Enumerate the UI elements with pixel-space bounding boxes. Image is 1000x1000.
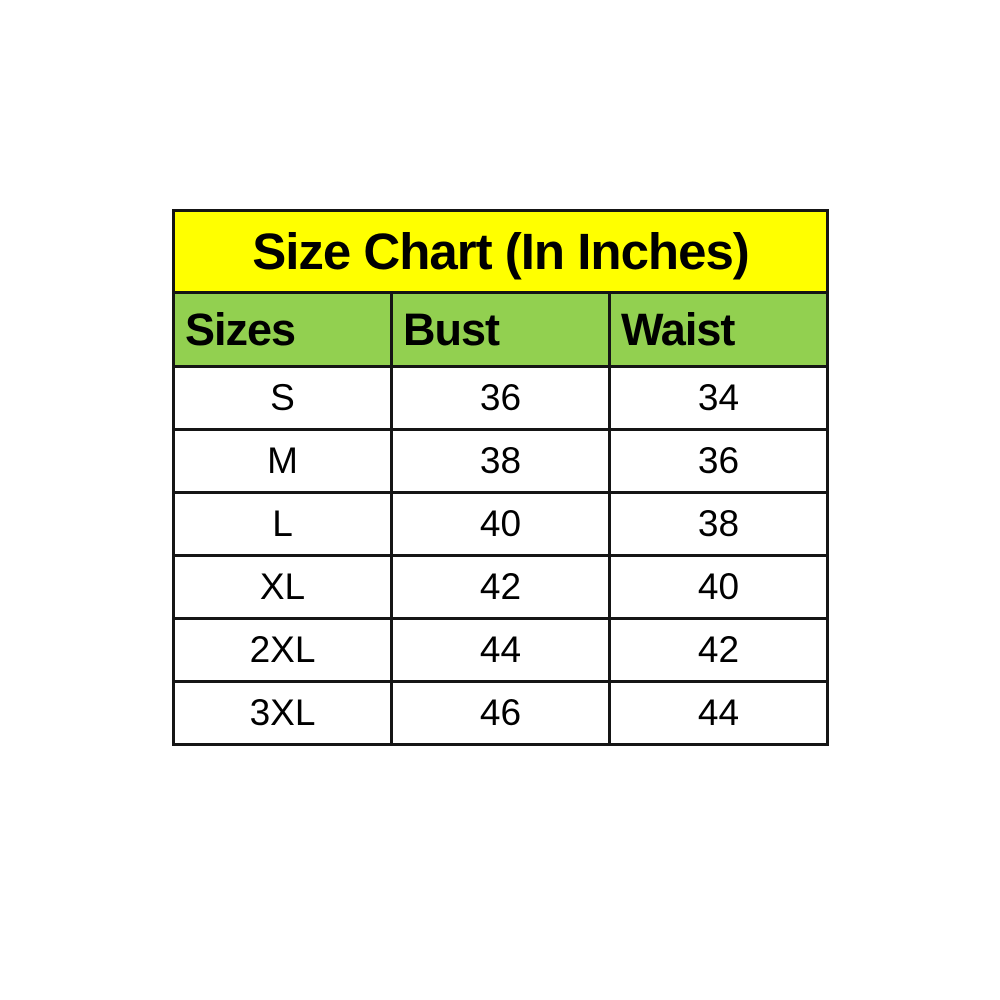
waist-cell: 36 bbox=[608, 428, 829, 494]
table-row: L 40 38 bbox=[172, 491, 829, 557]
waist-cell: 44 bbox=[608, 680, 829, 746]
size-cell: M bbox=[172, 428, 393, 494]
bust-cell: 40 bbox=[390, 491, 611, 557]
bust-cell: 44 bbox=[390, 617, 611, 683]
bust-cell: 46 bbox=[390, 680, 611, 746]
column-header-waist: Waist bbox=[608, 291, 829, 368]
table-row: M 38 36 bbox=[172, 428, 829, 494]
size-chart-table: Size Chart (In Inches) Sizes Bust Waist … bbox=[172, 209, 829, 746]
column-header-sizes: Sizes bbox=[172, 291, 393, 368]
table-row: 2XL 44 42 bbox=[172, 617, 829, 683]
waist-cell: 42 bbox=[608, 617, 829, 683]
size-cell: XL bbox=[172, 554, 393, 620]
table-row: 3XL 46 44 bbox=[172, 680, 829, 746]
size-cell: 2XL bbox=[172, 617, 393, 683]
waist-cell: 40 bbox=[608, 554, 829, 620]
bust-cell: 36 bbox=[390, 365, 611, 431]
size-cell: 3XL bbox=[172, 680, 393, 746]
waist-cell: 34 bbox=[608, 365, 829, 431]
header-row: Sizes Bust Waist bbox=[172, 291, 829, 368]
title-row: Size Chart (In Inches) bbox=[172, 209, 829, 294]
table-row: XL 42 40 bbox=[172, 554, 829, 620]
bust-cell: 42 bbox=[390, 554, 611, 620]
waist-cell: 38 bbox=[608, 491, 829, 557]
chart-title: Size Chart (In Inches) bbox=[172, 209, 829, 294]
size-chart: Size Chart (In Inches) Sizes Bust Waist … bbox=[172, 209, 829, 746]
size-cell: S bbox=[172, 365, 393, 431]
column-header-bust: Bust bbox=[390, 291, 611, 368]
table-row: S 36 34 bbox=[172, 365, 829, 431]
table-body: S 36 34 M 38 36 L 40 38 XL 42 40 2XL 44 … bbox=[172, 365, 829, 746]
bust-cell: 38 bbox=[390, 428, 611, 494]
size-cell: L bbox=[172, 491, 393, 557]
